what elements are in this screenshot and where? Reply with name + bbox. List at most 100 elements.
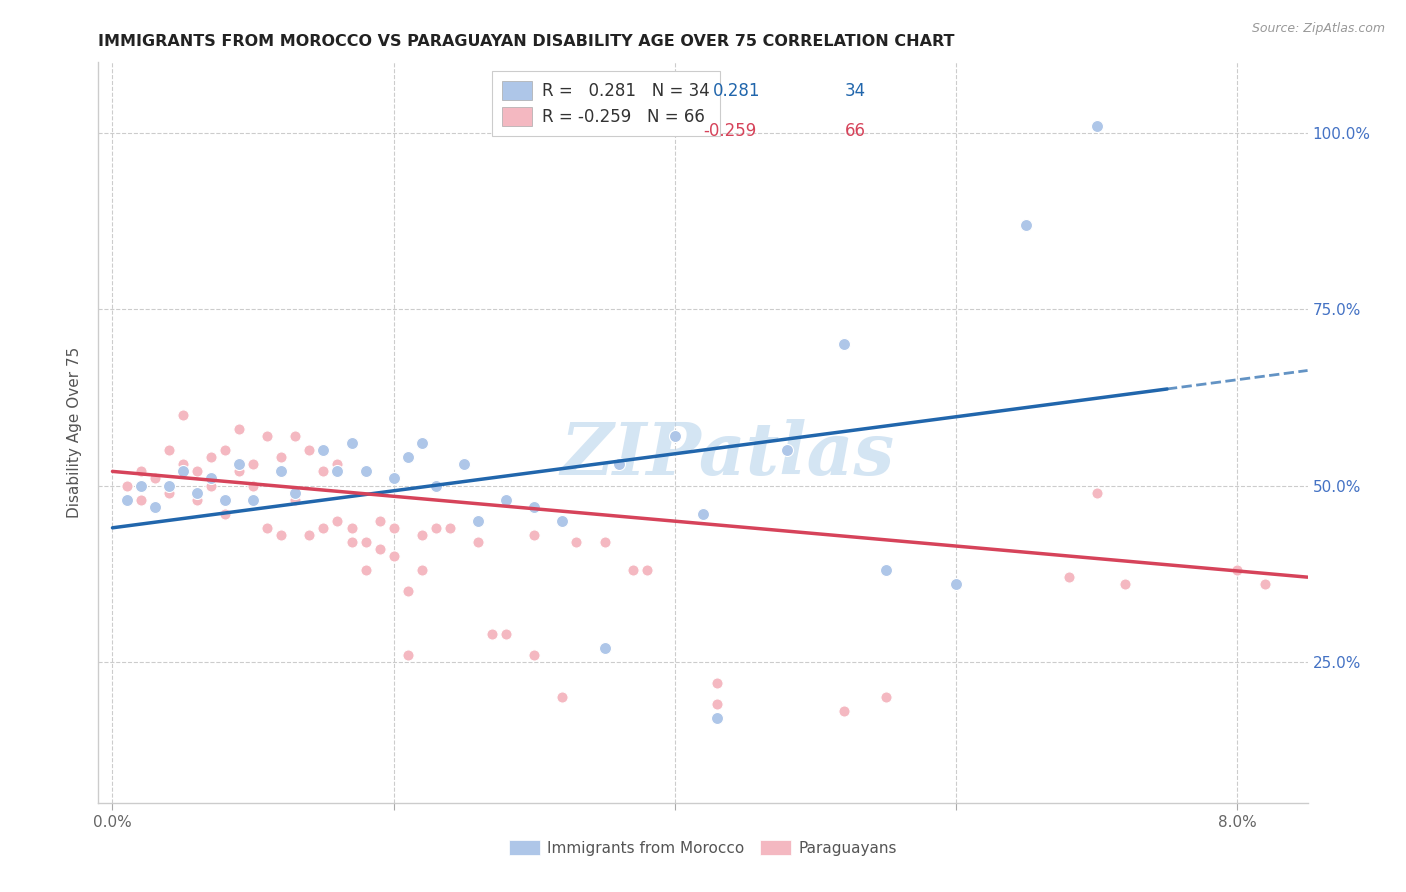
Point bbox=[270, 450, 292, 465]
Point bbox=[228, 464, 250, 478]
Point bbox=[411, 563, 433, 577]
Point bbox=[832, 337, 855, 351]
Point bbox=[621, 563, 644, 577]
Point bbox=[368, 514, 391, 528]
Point bbox=[1085, 485, 1108, 500]
Point bbox=[945, 577, 967, 591]
Point bbox=[172, 464, 194, 478]
Point bbox=[228, 458, 250, 472]
Point bbox=[425, 478, 447, 492]
Point bbox=[129, 478, 152, 492]
Text: Source: ZipAtlas.com: Source: ZipAtlas.com bbox=[1251, 22, 1385, 36]
Point bbox=[396, 648, 419, 662]
Point bbox=[453, 458, 475, 472]
Point bbox=[143, 471, 166, 485]
Point bbox=[172, 458, 194, 472]
Point bbox=[270, 464, 292, 478]
Point bbox=[214, 492, 236, 507]
Point bbox=[242, 478, 264, 492]
Point bbox=[664, 429, 686, 443]
Point bbox=[706, 711, 728, 725]
Text: 66: 66 bbox=[845, 121, 866, 139]
Point bbox=[172, 408, 194, 422]
Point bbox=[523, 528, 546, 542]
Point bbox=[411, 436, 433, 450]
Point bbox=[242, 492, 264, 507]
Point bbox=[776, 443, 799, 458]
Point bbox=[312, 464, 335, 478]
Point bbox=[312, 521, 335, 535]
Point bbox=[115, 478, 138, 492]
Point bbox=[875, 690, 897, 704]
Point bbox=[228, 422, 250, 436]
Point bbox=[396, 450, 419, 465]
Point bbox=[326, 464, 349, 478]
Point bbox=[354, 464, 377, 478]
Point bbox=[200, 478, 222, 492]
Point bbox=[157, 478, 180, 492]
Point bbox=[256, 521, 278, 535]
Text: 0.281: 0.281 bbox=[713, 81, 761, 100]
Point bbox=[186, 492, 208, 507]
Point bbox=[340, 521, 363, 535]
Point bbox=[411, 528, 433, 542]
Point bbox=[551, 690, 574, 704]
Point bbox=[143, 500, 166, 514]
Point bbox=[467, 514, 489, 528]
Point bbox=[875, 563, 897, 577]
Point bbox=[298, 528, 321, 542]
Point bbox=[1085, 119, 1108, 133]
Point bbox=[523, 648, 546, 662]
Point bbox=[832, 704, 855, 718]
Point bbox=[706, 697, 728, 711]
Text: -0.259: -0.259 bbox=[703, 121, 756, 139]
Point bbox=[692, 507, 714, 521]
Point bbox=[242, 458, 264, 472]
Point bbox=[368, 541, 391, 556]
Point bbox=[284, 429, 307, 443]
Y-axis label: Disability Age Over 75: Disability Age Over 75 bbox=[67, 347, 83, 518]
Point bbox=[396, 584, 419, 599]
Point bbox=[607, 458, 630, 472]
Point bbox=[354, 535, 377, 549]
Text: IMMIGRANTS FROM MOROCCO VS PARAGUAYAN DISABILITY AGE OVER 75 CORRELATION CHART: IMMIGRANTS FROM MOROCCO VS PARAGUAYAN DI… bbox=[98, 34, 955, 49]
Point bbox=[467, 535, 489, 549]
Point bbox=[664, 429, 686, 443]
Point bbox=[186, 485, 208, 500]
Point bbox=[593, 640, 616, 655]
Point bbox=[354, 563, 377, 577]
Point bbox=[565, 535, 588, 549]
Point bbox=[186, 464, 208, 478]
Point bbox=[115, 492, 138, 507]
Point bbox=[1254, 577, 1277, 591]
Point bbox=[481, 626, 503, 640]
Point bbox=[340, 535, 363, 549]
Point bbox=[214, 507, 236, 521]
Text: 34: 34 bbox=[845, 81, 866, 100]
Point bbox=[129, 464, 152, 478]
Point bbox=[143, 500, 166, 514]
Point bbox=[312, 443, 335, 458]
Point bbox=[200, 471, 222, 485]
Point bbox=[157, 485, 180, 500]
Point bbox=[1057, 570, 1080, 584]
Point bbox=[593, 535, 616, 549]
Text: ZIPatlas: ZIPatlas bbox=[560, 419, 894, 491]
Point bbox=[214, 443, 236, 458]
Point bbox=[551, 514, 574, 528]
Point bbox=[129, 492, 152, 507]
Point bbox=[298, 443, 321, 458]
Point bbox=[495, 492, 517, 507]
Point bbox=[495, 626, 517, 640]
Point bbox=[382, 471, 405, 485]
Legend: Immigrants from Morocco, Paraguayans: Immigrants from Morocco, Paraguayans bbox=[503, 834, 903, 862]
Point bbox=[425, 521, 447, 535]
Point bbox=[1226, 563, 1249, 577]
Point bbox=[256, 429, 278, 443]
Point bbox=[636, 563, 658, 577]
Point bbox=[284, 485, 307, 500]
Point bbox=[270, 528, 292, 542]
Point bbox=[523, 500, 546, 514]
Point bbox=[382, 549, 405, 563]
Point bbox=[1114, 577, 1136, 591]
